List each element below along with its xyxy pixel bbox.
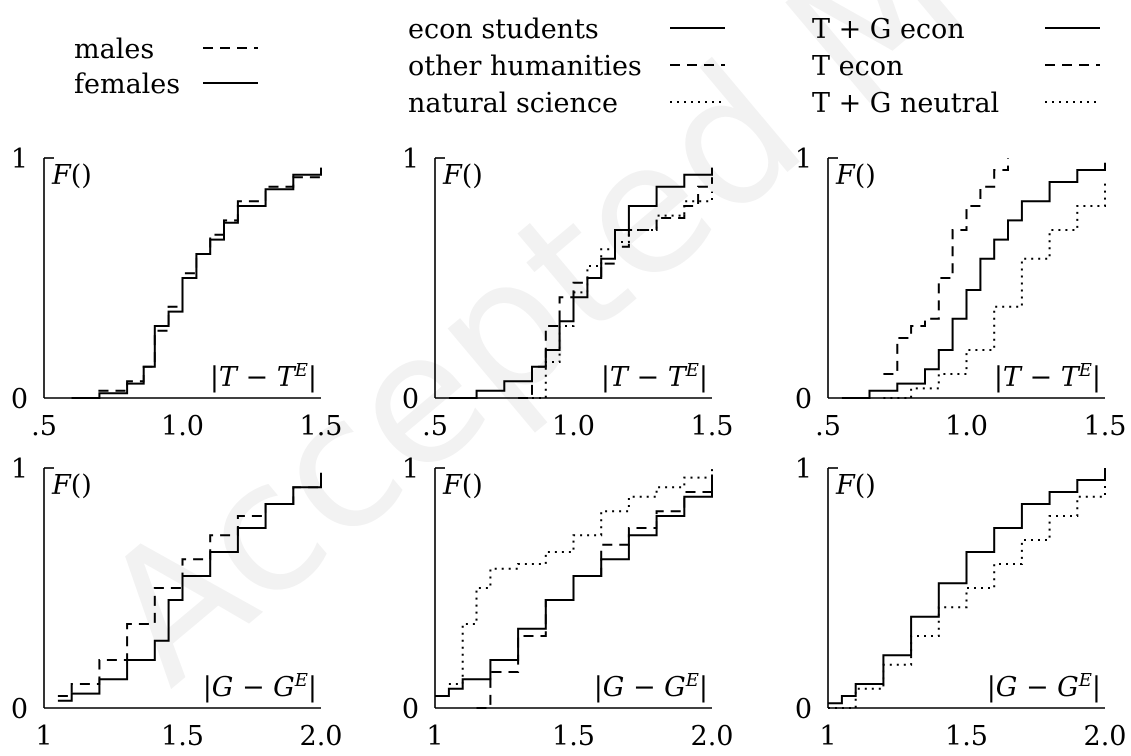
y-tick-label: 0 — [795, 384, 812, 415]
chart-panel-3: 01.5 1.0 1.5F()|T − TE| — [795, 144, 1127, 442]
y-tick-label: 0 — [11, 384, 28, 415]
panels: 01.5 1.0 1.5F()|T − TE|01.5 1.0 1.5F()|T − T… — [11, 144, 1127, 752]
y-tick-label: 1 — [402, 454, 419, 485]
chart-panel-6: 011 1.5 2.0F()|G − GE| — [795, 454, 1127, 752]
legend-label-econ-students: econ students — [408, 14, 599, 45]
x-tick-label: 1.5 — [161, 721, 204, 752]
y-tick-label: 1 — [795, 454, 812, 485]
x-tick-label: 1 — [426, 721, 443, 752]
legend-label-other-humanities: other humanities — [408, 51, 642, 82]
series-line-econ-students — [435, 480, 713, 697]
panel-annotation: |T − TE| — [210, 360, 317, 394]
chart-panel-4: 011 1.5 2.0F()|G − GE| — [11, 454, 343, 752]
x-tick-label: 2.0 — [1084, 721, 1127, 752]
x-tick-label: 1.5 — [552, 721, 595, 752]
legend-gender: males females — [74, 34, 258, 100]
y-tick-label: 1 — [402, 144, 419, 175]
x-tick-label: 1.0 — [552, 411, 595, 442]
y-tick-label: 0 — [402, 384, 419, 415]
series-line-natural-science — [532, 191, 713, 399]
x-tick-label: 1.5 — [691, 411, 734, 442]
x-tick-label: 1 — [819, 721, 836, 752]
series-line-t-g-econ — [828, 468, 1106, 705]
chart-panel-1: 01.5 1.0 1.5F()|T − TE| — [11, 144, 343, 442]
series-line-other-humanities — [476, 468, 713, 709]
x-tick-label: 2.0 — [691, 721, 734, 752]
legend-label-tg-neutral: T + G neutral — [812, 88, 999, 119]
y-tick-label: 0 — [11, 694, 28, 725]
x-tick-label: 2.0 — [300, 721, 343, 752]
panel-annotation: |T − TE| — [994, 360, 1101, 394]
y-axis-label: F() — [835, 470, 876, 501]
x-tick-label: 1 — [35, 721, 52, 752]
x-tick-label: .5 — [31, 411, 57, 442]
series-line-t-econ — [883, 158, 1009, 375]
panel-annotation: |G − GE| — [594, 670, 708, 704]
series-line-females — [71, 167, 322, 399]
y-tick-label: 0 — [402, 694, 419, 725]
x-tick-label: 1.5 — [300, 411, 343, 442]
x-tick-label: .5 — [422, 411, 448, 442]
panel-annotation: |T − TE| — [601, 360, 708, 394]
y-tick-label: 1 — [11, 454, 28, 485]
legend-label-natural-science: natural science — [408, 88, 618, 119]
x-tick-label: 1.5 — [1084, 411, 1127, 442]
series-line-females — [57, 472, 322, 702]
x-tick-label: 1.5 — [945, 721, 988, 752]
y-axis-label: F() — [51, 160, 92, 191]
legend-treatment: T + G econ T econ T + G neutral — [812, 14, 1100, 119]
chart-panel-5: 011 1.5 2.0F()|G − GE| — [402, 454, 734, 752]
y-axis-label: F() — [442, 160, 483, 191]
series-line-t-g-econ — [841, 162, 1106, 399]
legend-field: econ students other humanities natural s… — [408, 14, 725, 119]
y-axis-label: F() — [442, 470, 483, 501]
series-line-natural-science — [448, 468, 713, 685]
series-line-econ-students — [448, 167, 713, 399]
panel-annotation: |G − GE| — [987, 670, 1101, 704]
x-tick-label: .5 — [815, 411, 841, 442]
legend-label-tg-econ: T + G econ — [812, 14, 965, 45]
y-axis-label: F() — [835, 160, 876, 191]
legend-label-t-econ: T econ — [812, 51, 903, 82]
y-tick-label: 1 — [795, 144, 812, 175]
x-tick-label: 1.0 — [161, 411, 204, 442]
series-line-males — [57, 468, 322, 697]
legend-label-males: males — [74, 34, 154, 65]
y-axis-label: F() — [51, 470, 92, 501]
x-tick-label: 1.0 — [945, 411, 988, 442]
chart-panel-2: 01.5 1.0 1.5F()|T − TE| — [402, 144, 734, 442]
panel-annotation: |G − GE| — [203, 670, 317, 704]
legend-label-females: females — [74, 69, 180, 100]
y-tick-label: 1 — [11, 144, 28, 175]
y-tick-label: 0 — [795, 694, 812, 725]
